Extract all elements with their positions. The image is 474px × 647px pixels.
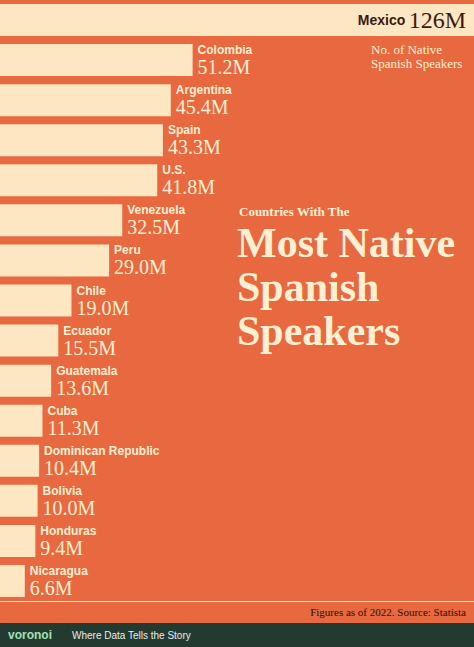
svg-text:Spanish: Spanish xyxy=(237,264,390,310)
svg-text:Ecuador: Ecuador xyxy=(63,324,111,338)
svg-text:45.4M: 45.4M xyxy=(176,96,229,118)
svg-text:Most Native: Most Native xyxy=(237,220,466,266)
svg-text:6.6M: 6.6M xyxy=(30,577,73,599)
svg-text:Speakers: Speakers xyxy=(237,308,400,354)
svg-text:32.5M: 32.5M xyxy=(127,216,180,238)
svg-text:U.S.: U.S. xyxy=(162,163,185,177)
svg-text:Colombia: Colombia xyxy=(198,43,253,57)
svg-text:13.6M: 13.6M xyxy=(56,377,109,399)
svg-text:15.5M: 15.5M xyxy=(63,337,116,359)
svg-text:voronoi: voronoi xyxy=(8,628,52,642)
svg-text:11.3M: 11.3M xyxy=(48,417,100,439)
svg-text:10.0M: 10.0M xyxy=(43,497,96,519)
svg-text:Honduras: Honduras xyxy=(40,524,96,538)
svg-text:Mexico: Mexico xyxy=(358,12,405,28)
svg-text:Argentina: Argentina xyxy=(176,83,232,97)
svg-text:Spanish Speakers: Spanish Speakers xyxy=(371,56,462,71)
svg-text:Where Data Tells the Story: Where Data Tells the Story xyxy=(72,630,191,641)
svg-text:29.0M: 29.0M xyxy=(114,256,167,278)
svg-text:Venezuela: Venezuela xyxy=(127,203,185,217)
svg-text:9.4M: 9.4M xyxy=(40,537,83,559)
svg-text:Bolivia: Bolivia xyxy=(43,484,83,498)
svg-text:43.3M: 43.3M xyxy=(168,136,221,158)
svg-text:41.8M: 41.8M xyxy=(162,176,215,198)
svg-text:19.0M: 19.0M xyxy=(76,297,129,319)
svg-text:10.4M: 10.4M xyxy=(44,457,97,479)
svg-text:Spain: Spain xyxy=(168,123,201,137)
svg-text:Countries With The: Countries With The xyxy=(239,204,350,219)
svg-text:51.2M: 51.2M xyxy=(198,56,251,78)
svg-text:Nicaragua: Nicaragua xyxy=(30,564,88,578)
svg-text:Guatemala: Guatemala xyxy=(56,364,118,378)
svg-text:Peru: Peru xyxy=(114,243,141,257)
svg-text:Dominican Republic: Dominican Republic xyxy=(44,444,160,458)
svg-text:Cuba: Cuba xyxy=(48,404,78,418)
svg-text:No. of Native: No. of Native xyxy=(371,42,445,57)
svg-text:Figures as of 2022. Source: St: Figures as of 2022. Source: Statista xyxy=(310,606,466,618)
svg-text:Chile: Chile xyxy=(76,284,106,298)
svg-text:126M: 126M xyxy=(409,7,466,33)
